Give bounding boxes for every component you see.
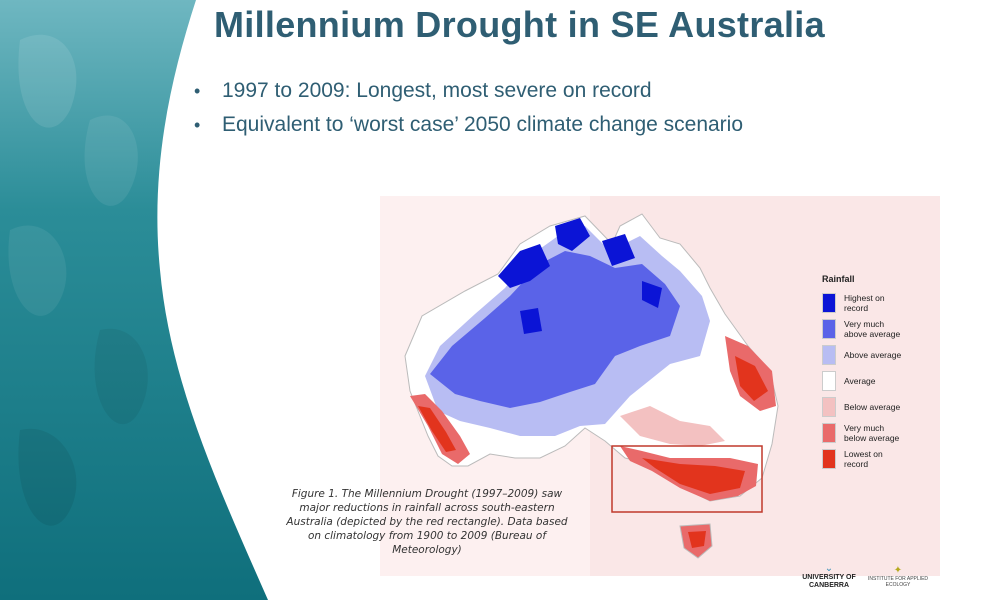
university-logo: ⌄ UNIVERSITY OF CANBERRA (796, 564, 862, 590)
legend-item: Highest on record (822, 290, 932, 316)
legend-swatch (822, 449, 836, 469)
bullet-icon: • (194, 81, 201, 101)
legend-swatch (822, 345, 836, 365)
legend-swatch (822, 397, 836, 417)
legend-label: Highest on record (844, 293, 885, 313)
legend-swatch (822, 371, 836, 391)
figure-caption: Figure 1. The Millennium Drought (1997–2… (286, 488, 568, 556)
legend-item: Lowest on record (822, 446, 932, 472)
bullet-list: • 1997 to 2009: Longest, most severe on … (192, 76, 743, 144)
legend-item: Very much below average (822, 420, 932, 446)
legend-label: Above average (844, 350, 902, 360)
rainfall-legend: Rainfall Highest on record Very much abo… (822, 274, 932, 472)
legend-item: Average (822, 368, 932, 394)
bullet-text: 1997 to 2009: Longest, most severe on re… (222, 79, 652, 102)
institute-logo: ✦ INSTITUTE FOR APPLIED ECOLOGY (868, 565, 929, 589)
institute-logo-text: INSTITUTE FOR APPLIED ECOLOGY (868, 576, 929, 588)
legend-label: Below average (844, 402, 901, 412)
legend-item: Very much above average (822, 316, 932, 342)
university-logo-icon: ⌄ (824, 563, 834, 574)
legend-label: Very much below average (844, 423, 900, 443)
australia-rainfall-map (380, 196, 940, 576)
teal-leaf-sidebar (0, 0, 268, 600)
legend-item: Above average (822, 342, 932, 368)
legend-swatch (822, 293, 836, 313)
university-logo-text: UNIVERSITY OF CANBERRA (802, 574, 856, 589)
legend-title: Rainfall (822, 274, 855, 284)
legend-label: Very much above average (844, 319, 901, 339)
legend-swatch (822, 423, 836, 443)
bullet-item: • Equivalent to ‘worst case’ 2050 climat… (192, 110, 743, 144)
bullet-item: • 1997 to 2009: Longest, most severe on … (192, 76, 743, 110)
bullet-text: Equivalent to ‘worst case’ 2050 climate … (222, 113, 744, 136)
legend-label: Average (844, 376, 876, 386)
legend-swatch (822, 319, 836, 339)
slide-title: Millennium Drought in SE Australia (214, 4, 825, 45)
legend-label: Lowest on record (844, 449, 883, 469)
drought-region-rectangle (611, 445, 763, 513)
bullet-icon: • (194, 115, 201, 135)
institute-logo-icon: ✦ (893, 565, 903, 576)
legend-item: Below average (822, 394, 932, 420)
